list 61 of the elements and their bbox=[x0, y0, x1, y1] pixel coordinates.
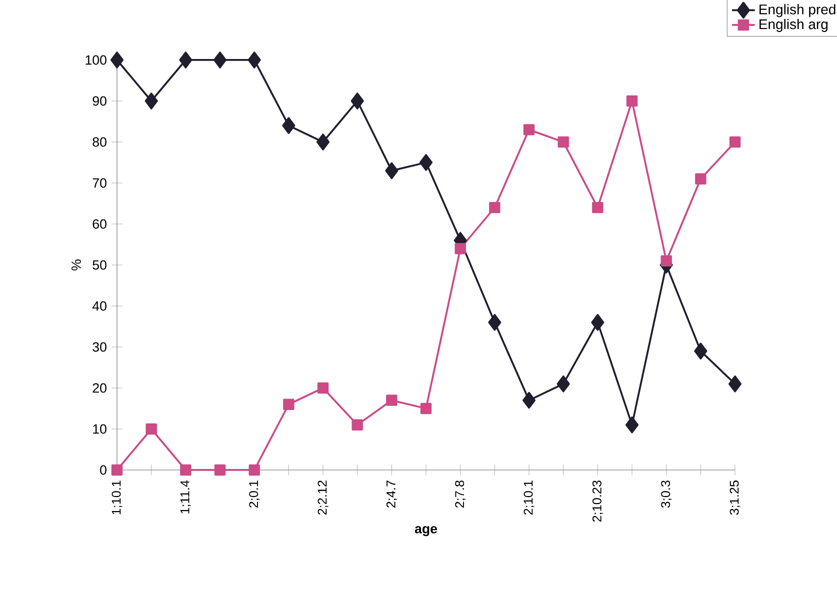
point bbox=[558, 136, 569, 148]
point bbox=[283, 398, 294, 410]
point bbox=[591, 314, 604, 331]
point bbox=[592, 202, 604, 214]
x-tick-label: 2;7.8 bbox=[455, 480, 466, 508]
x-tick-label: 3;0.3 bbox=[661, 480, 672, 508]
point bbox=[214, 464, 226, 476]
point bbox=[419, 154, 433, 171]
x-tick-label: 2;10.23 bbox=[592, 480, 603, 522]
point bbox=[488, 314, 502, 331]
point bbox=[248, 52, 261, 68]
legend-label: English arg bbox=[760, 18, 828, 32]
point bbox=[111, 464, 123, 476]
x-tick-label: 3;1.25 bbox=[730, 480, 740, 515]
point bbox=[556, 375, 570, 392]
point bbox=[144, 92, 158, 110]
x-tick-label: 2;4.7 bbox=[386, 480, 397, 508]
point bbox=[626, 95, 638, 107]
x-tick-label: 2;0.1 bbox=[249, 480, 260, 508]
point bbox=[695, 173, 706, 184]
x-tick-label: 2;10.1 bbox=[524, 480, 534, 515]
x-tick-label: 1;10.1 bbox=[112, 480, 122, 514]
y-tick-label: 60 bbox=[92, 219, 106, 229]
y-tick-label: 50 bbox=[92, 260, 106, 270]
point bbox=[386, 394, 398, 406]
point bbox=[385, 162, 398, 180]
y-tick-label: 0 bbox=[100, 465, 106, 475]
point bbox=[110, 52, 124, 68]
x-axis-title: age bbox=[414, 526, 438, 536]
point bbox=[179, 52, 192, 68]
point bbox=[660, 255, 672, 266]
point bbox=[420, 402, 432, 414]
point bbox=[316, 134, 330, 150]
point bbox=[454, 242, 466, 254]
x-tick-label: 1;11.4 bbox=[180, 480, 191, 514]
point bbox=[317, 382, 329, 394]
point bbox=[282, 117, 296, 134]
point bbox=[625, 416, 639, 434]
point bbox=[213, 52, 227, 68]
point bbox=[728, 375, 742, 392]
y-tick-label: 90 bbox=[92, 96, 106, 106]
point bbox=[522, 392, 536, 409]
point bbox=[729, 136, 741, 148]
point bbox=[694, 342, 708, 360]
legend-label: English pred bbox=[760, 4, 836, 18]
y-tick-label: 20 bbox=[92, 383, 106, 393]
y-axis-title: % bbox=[72, 260, 81, 270]
y-tick-label: 70 bbox=[92, 178, 106, 188]
point bbox=[180, 464, 192, 476]
point bbox=[146, 423, 157, 435]
y-tick-label: 100 bbox=[86, 55, 106, 65]
x-tick-label: 2;2.12 bbox=[318, 480, 328, 515]
point bbox=[489, 202, 500, 214]
point bbox=[350, 92, 364, 110]
y-tick-label: 80 bbox=[92, 137, 106, 147]
y-tick-label: 30 bbox=[92, 342, 106, 352]
point bbox=[352, 419, 363, 430]
y-tick-label: 10 bbox=[93, 424, 106, 434]
y-tick-label: 40 bbox=[92, 301, 106, 311]
point bbox=[248, 464, 260, 476]
point bbox=[523, 124, 535, 136]
